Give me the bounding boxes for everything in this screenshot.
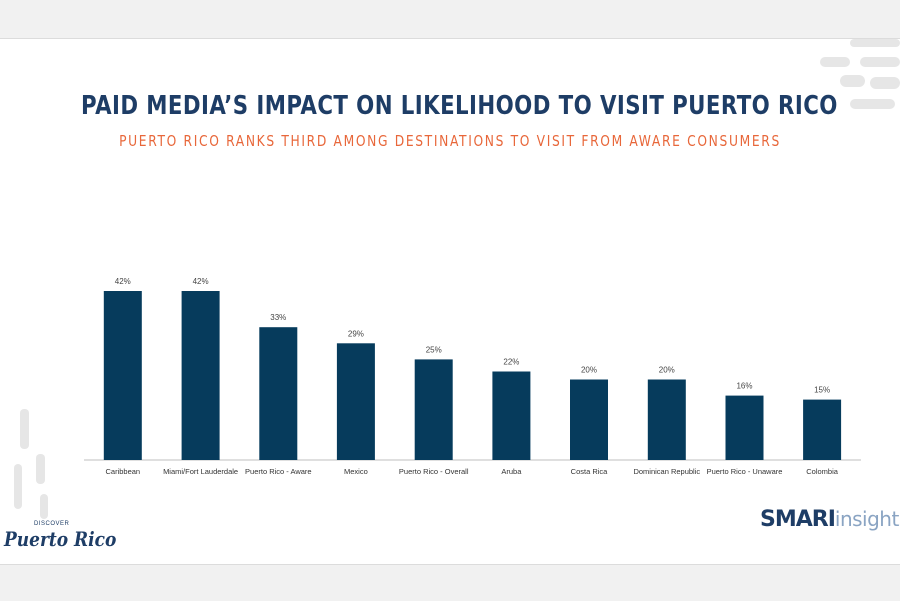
chart-title: PAID MEDIA’S IMPACT ON LIKELIHOOD TO VIS… — [81, 91, 838, 121]
bar-1 — [181, 291, 220, 460]
smari-insights-logo: SMARIinsights — [760, 507, 900, 537]
x-tick-label-3: Mexico — [344, 467, 368, 476]
data-label-5: 22% — [503, 358, 519, 367]
bar-7 — [647, 379, 686, 460]
x-tick-label-6: Costa Rica — [571, 467, 609, 476]
bar-chart: 42% Caribbean 42% Miami/Fort Lauderdale 33% P… — [84, 277, 861, 476]
data-label-7: 20% — [659, 366, 675, 375]
data-label-3: 29% — [348, 329, 364, 338]
logo-insights-text: insights — [834, 507, 900, 531]
data-label-4: 25% — [426, 345, 442, 354]
x-tick-label-0: Caribbean — [105, 467, 140, 476]
bottom-status-strip — [0, 564, 900, 601]
logo-discover-text: DISCOVER — [34, 521, 70, 527]
data-label-6: 20% — [581, 366, 597, 375]
chart-subtitle: PUERTO RICO RANKS THIRD AMONG DESTINATIO… — [119, 132, 781, 150]
top-toolbar-strip — [0, 0, 900, 39]
bar-4 — [414, 359, 453, 460]
discover-puerto-rico-logo: DISCOVER Puerto Rico — [4, 519, 116, 559]
logo-puerto-rico-text: Puerto Rico — [4, 527, 117, 551]
x-tick-label-7: Dominican Republic — [633, 467, 700, 476]
data-label-1: 42% — [193, 277, 209, 286]
bar-9 — [803, 399, 842, 460]
bar-0 — [103, 291, 142, 460]
logo-smari-text: SMARI — [760, 507, 836, 532]
slide: PAID MEDIA’S IMPACT ON LIKELIHOOD TO VIS… — [0, 39, 900, 564]
decorative-brush-strokes-left — [14, 409, 48, 519]
x-tick-label-1: Miami/Fort Lauderdale — [163, 467, 238, 476]
data-label-8: 16% — [736, 382, 752, 391]
bar-8 — [725, 395, 764, 460]
bar-6 — [570, 379, 608, 460]
x-tick-label-2: Puerto Rico - Aware — [245, 467, 312, 476]
data-label-2: 33% — [270, 313, 286, 322]
x-tick-label-5: Aruba — [501, 467, 522, 476]
bar-3 — [336, 343, 375, 460]
data-label-0: 42% — [115, 277, 131, 286]
data-label-9: 15% — [814, 386, 830, 395]
bar-5 — [492, 371, 531, 460]
x-tick-label-8: Puerto Rico - Unaware — [707, 467, 783, 476]
bar-2 — [259, 327, 298, 460]
x-tick-label-4: Puerto Rico - Overall — [399, 467, 469, 476]
x-tick-label-9: Colombia — [806, 467, 839, 476]
decorative-brush-strokes-top-right — [820, 39, 900, 109]
